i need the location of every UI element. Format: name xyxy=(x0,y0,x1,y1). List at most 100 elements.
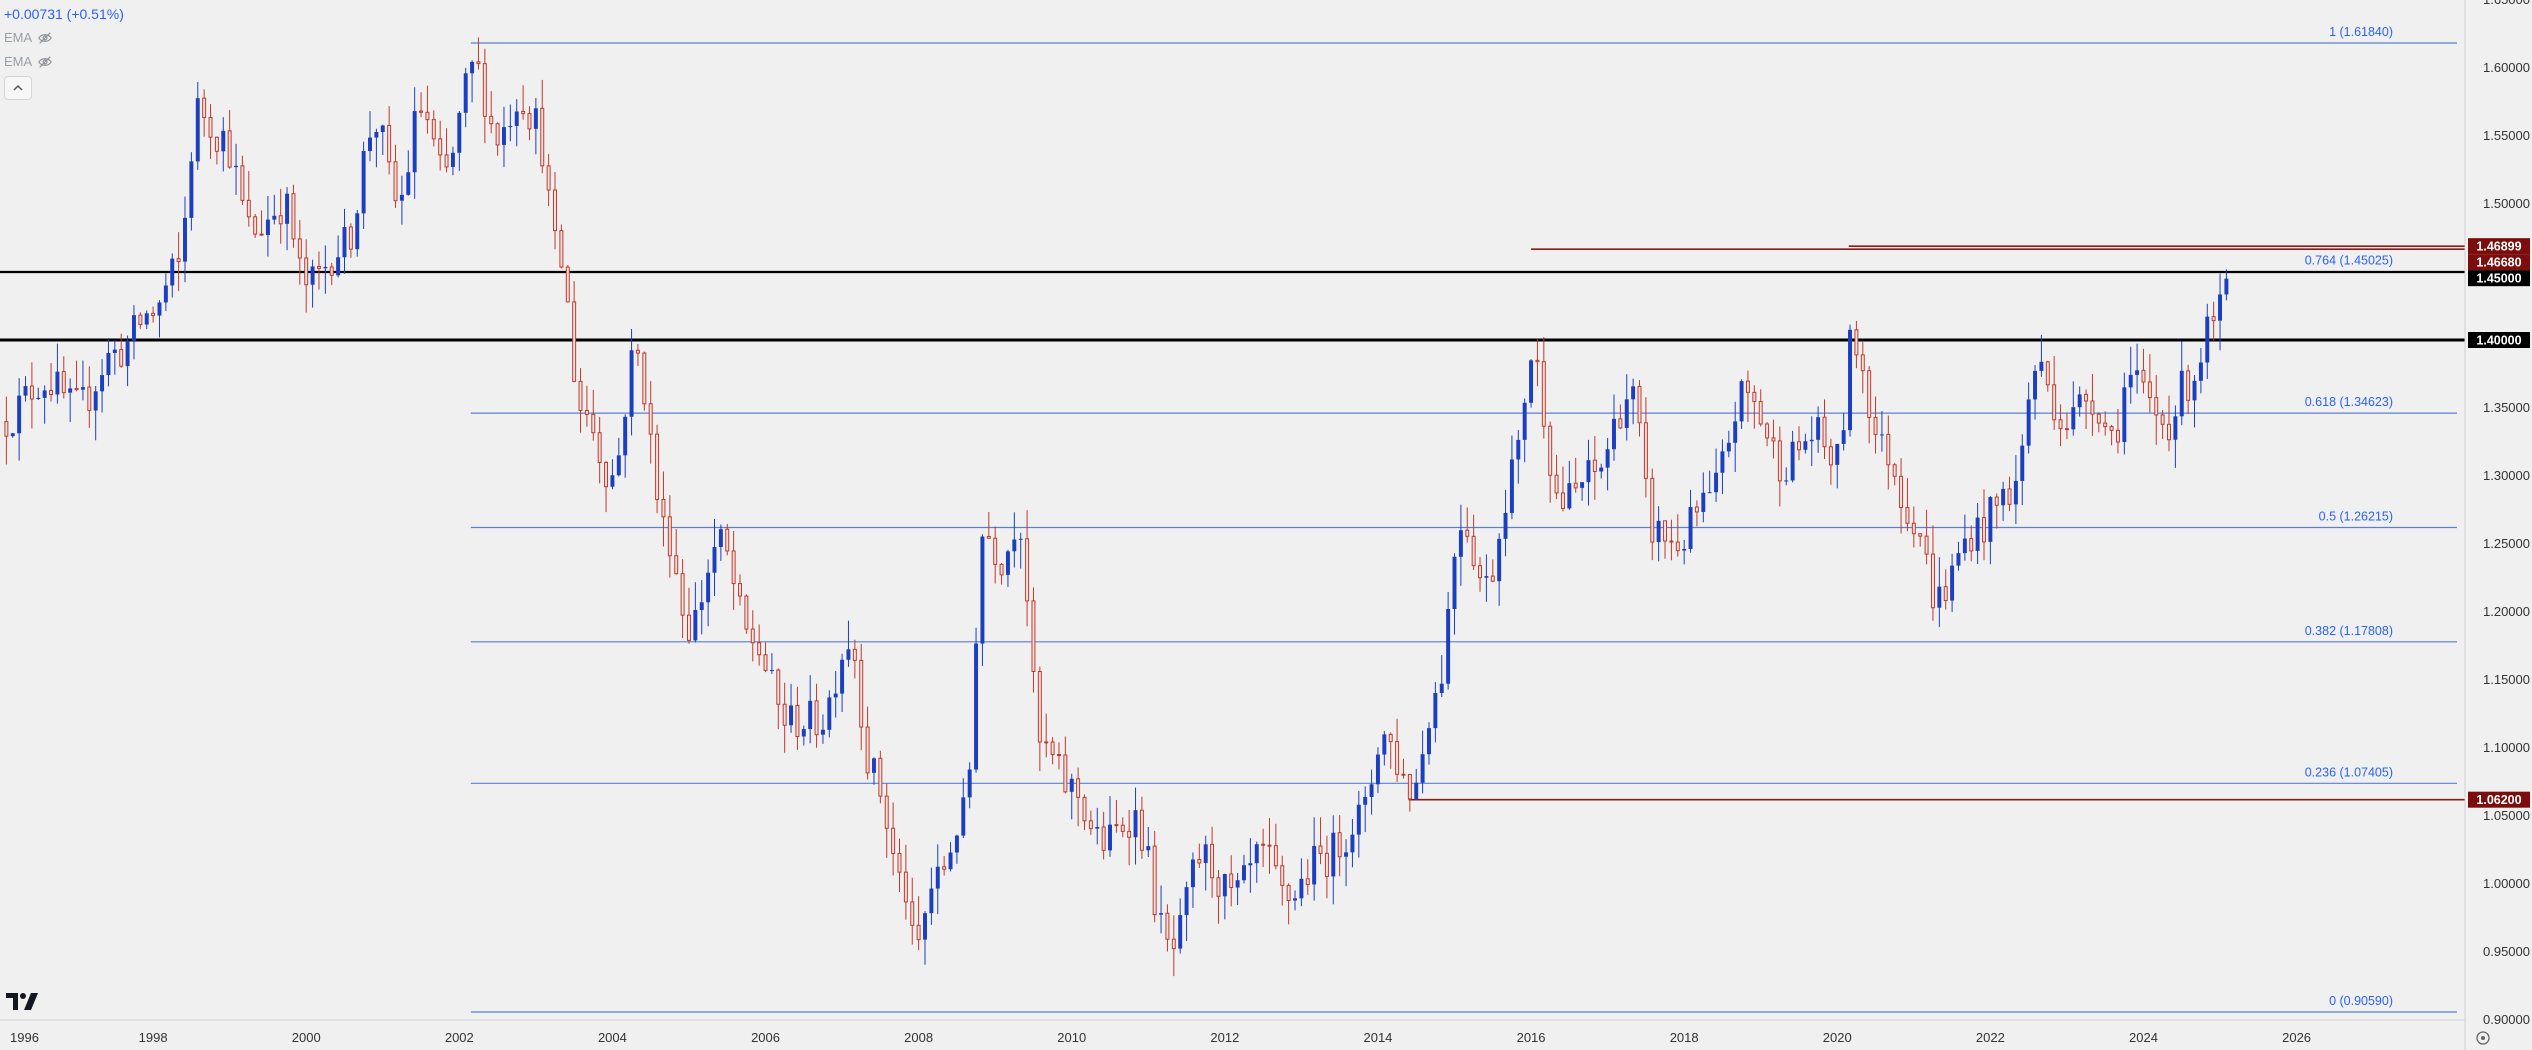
candle-body xyxy=(1975,517,1980,551)
candle-body xyxy=(1273,845,1278,867)
ema-indicator-1[interactable]: EMA xyxy=(4,26,124,50)
candle xyxy=(425,85,430,134)
candle-body xyxy=(2205,316,2210,363)
candle xyxy=(1120,817,1125,838)
candle xyxy=(399,175,404,225)
candle-body xyxy=(1146,846,1151,851)
candle xyxy=(2096,412,2101,433)
candle-body xyxy=(942,866,947,870)
price-box-bg xyxy=(2468,254,2530,271)
candle xyxy=(1943,569,1948,610)
candle-body xyxy=(1484,576,1489,578)
candle xyxy=(49,362,54,402)
candle xyxy=(2160,410,2165,440)
candle-body xyxy=(1682,548,1687,551)
candle xyxy=(100,359,105,413)
candle-body xyxy=(125,340,130,367)
candle xyxy=(163,273,168,312)
collapse-legend-button[interactable] xyxy=(4,76,32,100)
candle xyxy=(2122,372,2127,455)
candle xyxy=(457,110,462,171)
candle-body xyxy=(2090,400,2095,415)
candle xyxy=(2026,382,2031,454)
candle-body xyxy=(712,547,717,573)
candle-body xyxy=(2045,361,2050,386)
candle xyxy=(1624,374,1629,441)
candle xyxy=(1656,506,1661,562)
candle-body xyxy=(457,112,462,153)
candle-body xyxy=(1605,449,1610,468)
candle-body xyxy=(4,421,9,437)
ema-indicator-2[interactable]: EMA xyxy=(4,50,124,74)
fib-label: 0.764 (1.45025) xyxy=(2305,254,2393,268)
candle-body xyxy=(2052,384,2057,421)
candle xyxy=(1599,463,1604,479)
candle xyxy=(29,362,34,429)
x-tick-label: 2004 xyxy=(598,1030,627,1045)
candle xyxy=(1293,890,1297,911)
candle-body xyxy=(1490,575,1495,582)
candle xyxy=(2173,405,2178,468)
candle xyxy=(635,344,640,367)
candle-body xyxy=(2103,422,2108,428)
candle xyxy=(1248,838,1253,893)
candle-body xyxy=(1044,741,1049,744)
candle-body xyxy=(1586,460,1591,483)
candle-body xyxy=(1860,354,1865,372)
candle-body xyxy=(1541,361,1546,427)
candle-body xyxy=(769,670,774,672)
candle-body xyxy=(221,130,226,152)
candle xyxy=(470,60,475,103)
candle xyxy=(170,253,175,298)
candle xyxy=(419,92,424,118)
candle-body xyxy=(36,397,41,399)
candle xyxy=(1146,826,1151,858)
candle xyxy=(2001,481,2006,521)
candle xyxy=(1733,401,1738,473)
candle xyxy=(195,81,200,170)
candle xyxy=(1018,532,1023,569)
candle-body xyxy=(278,215,283,225)
candle-body xyxy=(406,172,411,195)
indicator-legend: +0.00731 (+0.51%) EMA EMA xyxy=(4,2,124,100)
candle-body xyxy=(1312,845,1317,885)
price-box-bg xyxy=(2468,238,2530,255)
candle-body xyxy=(1331,832,1336,877)
candle-body xyxy=(501,127,506,145)
candle xyxy=(1063,736,1068,794)
candle-body xyxy=(227,130,232,168)
candle-body xyxy=(2115,429,2120,443)
candle-body xyxy=(1663,520,1668,542)
candle-body xyxy=(1612,418,1616,450)
candle-body xyxy=(540,107,545,167)
tradingview-logo[interactable] xyxy=(6,990,40,1012)
y-tick-label: 0.90000 xyxy=(2483,1012,2530,1027)
candle-body xyxy=(304,257,309,286)
candle xyxy=(1899,458,1904,534)
candle-body xyxy=(1101,826,1106,851)
candle-body xyxy=(170,258,175,286)
x-tick-label: 2002 xyxy=(445,1030,474,1045)
candle xyxy=(131,305,136,360)
candle xyxy=(769,653,774,674)
candle-body xyxy=(967,769,972,798)
candle xyxy=(1797,426,1801,461)
candle xyxy=(1286,883,1291,925)
x-tick-label: 2008 xyxy=(904,1030,933,1045)
candle xyxy=(929,867,934,925)
candle xyxy=(2186,364,2191,415)
candle-body xyxy=(1439,683,1444,694)
eye-icon[interactable] xyxy=(38,55,52,69)
candle xyxy=(144,310,149,330)
candle-body xyxy=(1133,810,1138,838)
candle xyxy=(801,725,806,746)
candle-body xyxy=(2141,369,2146,383)
candle-body xyxy=(846,649,851,660)
eye-icon[interactable] xyxy=(38,31,52,45)
candle xyxy=(1873,396,1878,454)
candle-body xyxy=(1707,492,1712,494)
candle xyxy=(935,844,940,915)
candle-body xyxy=(374,132,379,138)
candle xyxy=(789,683,794,733)
